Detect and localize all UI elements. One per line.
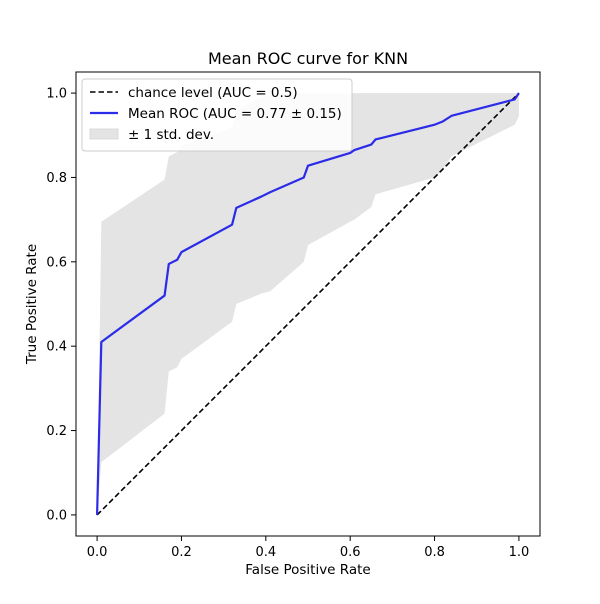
chart-title: Mean ROC curve for KNN [208, 49, 408, 68]
y-tick-label: 0.0 [46, 508, 67, 523]
x-tick-label: 0.6 [340, 545, 361, 560]
y-tick-label: 0.6 [46, 255, 67, 270]
legend: chance level (AUC = 0.5) Mean ROC (AUC =… [81, 78, 353, 152]
y-axis-label: True Positive Rate [24, 244, 40, 365]
y-tick-label: 0.4 [46, 340, 67, 355]
x-axis-label: False Positive Rate [245, 562, 370, 578]
legend-label-mean-roc: Mean ROC (AUC = 0.77 ± 0.15) [128, 106, 342, 122]
std-dev-band-layer [97, 93, 519, 515]
mean-roc-line [95, 92, 520, 515]
x-tick-label: 1.0 [509, 545, 530, 560]
axes-frame [75, 71, 541, 537]
y-tick-label: 0.2 [46, 424, 67, 439]
y-tick-label: 1.0 [46, 87, 67, 102]
x-tick-label: 0.0 [87, 545, 108, 560]
y-tick-label: 0.8 [46, 171, 67, 186]
series-lines-layer [95, 92, 520, 516]
x-tick-label: 0.8 [424, 545, 445, 560]
std-dev-band [97, 93, 519, 515]
ticks-layer: 0.0 0.2 0.4 0.6 0.8 1.0 0.0 0.2 0.4 0.6 0.8 1.0 [46, 87, 529, 560]
legend-swatch-std-band [89, 128, 119, 140]
x-tick-label: 0.2 [171, 545, 192, 560]
chance-level-line [96, 92, 520, 516]
legend-box [81, 78, 353, 152]
legend-label-chance: chance level (AUC = 0.5) [128, 85, 298, 101]
x-tick-label: 0.4 [255, 545, 276, 560]
legend-label-std-band: ± 1 std. dev. [128, 127, 214, 143]
